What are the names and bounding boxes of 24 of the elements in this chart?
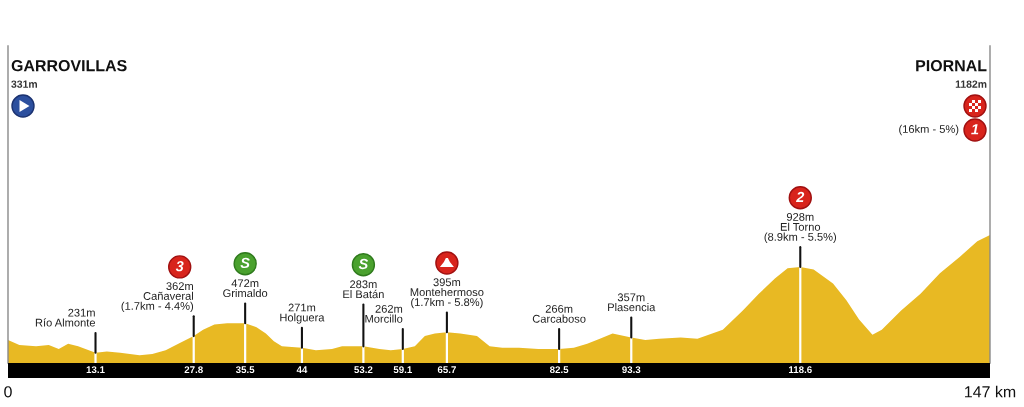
annotation: 266m Carcaboso xyxy=(532,304,586,323)
ref-line-label: 27.8 xyxy=(184,366,203,374)
annotation: 271m Holguera xyxy=(280,303,325,324)
annotation: 2 928m El Torno (8.9km - 5.5%) xyxy=(764,191,837,243)
text: PIORNAL 1182m (16km - 5%) 1 xyxy=(899,59,987,136)
x-tick-label: 0 xyxy=(4,386,12,398)
annotation: 395m Montehermoso (1.7km - 5.8%) xyxy=(410,278,484,309)
ref-line-label: 118.6 xyxy=(789,366,812,374)
annotation: 3 362m Cañaveral (1.7km - 4.4%) xyxy=(121,260,194,313)
annotation: 357m Plasencia xyxy=(608,293,656,312)
annotation: 231m Río Almonte xyxy=(35,308,96,327)
text: GARROVILLAS 331m xyxy=(11,59,127,88)
ref-line-label: 93.3 xyxy=(622,366,641,374)
ref-line-label: 35.5 xyxy=(235,366,255,374)
annotation: S 472m Grimaldo xyxy=(223,257,268,298)
ref-line-label: 53.2 xyxy=(354,366,373,374)
ref-line-label: 13.1 xyxy=(86,366,105,374)
annotation: S 283m El Batán xyxy=(343,258,384,299)
ref-line-label: 59.1 xyxy=(393,366,412,374)
x-tick-label: 147 km xyxy=(965,385,1016,398)
ref-line-label: 65.7 xyxy=(437,366,456,374)
ref-line-label: 44 xyxy=(296,366,308,374)
ref-line-label: 82.5 xyxy=(549,366,569,374)
annotation: 262m Morcillo xyxy=(365,304,403,323)
